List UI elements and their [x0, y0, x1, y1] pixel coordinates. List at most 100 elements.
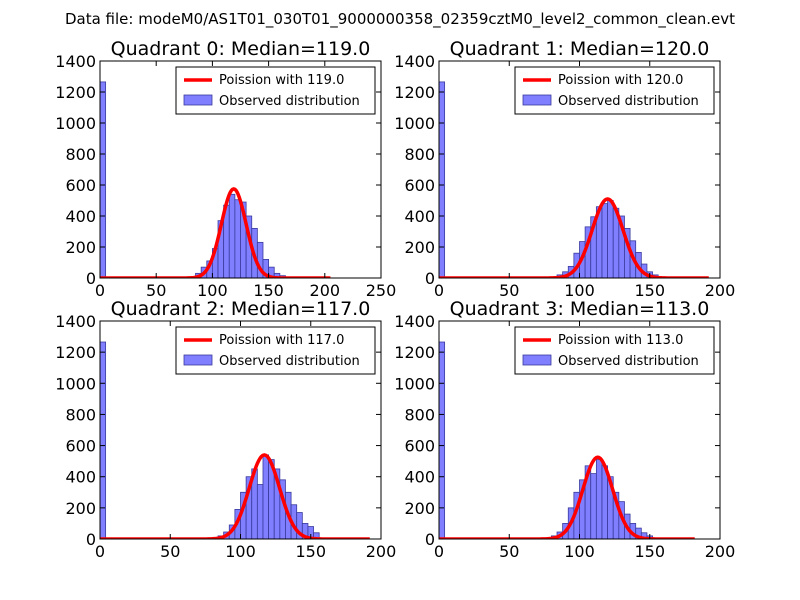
- x-tick-label: 200: [705, 542, 736, 561]
- y-tick-label: 1400: [394, 312, 435, 331]
- histogram-bar: [234, 199, 241, 278]
- x-tick-label: 50: [160, 542, 180, 561]
- quadrant-title: Quadrant 3: Median=113.0: [450, 298, 710, 320]
- y-tick-label: 1000: [55, 114, 96, 133]
- histogram-bar: [262, 454, 270, 539]
- legend-box: [514, 326, 715, 375]
- x-tick-label: 50: [499, 281, 519, 300]
- histogram-bars: [100, 81, 292, 278]
- y-tick-label: 1000: [394, 114, 435, 133]
- y-tick-label: 800: [65, 405, 96, 424]
- legend: Poission with 113.0 Observed distribution: [514, 326, 715, 375]
- x-tick-label: 150: [295, 542, 326, 561]
- legend-box: [514, 66, 715, 115]
- x-tick-label: 100: [564, 542, 595, 561]
- y-tick-label: 1200: [55, 343, 96, 362]
- y-tick-label: 400: [65, 207, 96, 226]
- legend-box: [175, 66, 376, 115]
- y-tick-label: 0: [425, 530, 435, 549]
- legend-line-label: Poission with 113.0: [558, 333, 683, 348]
- poisson-fit-line: [100, 453, 371, 539]
- y-tick-label: 1400: [55, 52, 96, 71]
- poisson-fit-line: [439, 455, 696, 539]
- legend-line-label: Poission with 120.0: [558, 73, 683, 88]
- legend: Poission with 120.0 Observed distribution: [514, 66, 715, 115]
- x-tick-label: 200: [705, 281, 736, 300]
- histogram-bar: [228, 193, 236, 278]
- x-tick-label: 250: [366, 281, 397, 300]
- x-tick-label: 0: [95, 542, 105, 561]
- quadrant-2-chart: Quadrant 2: Median=117.0 0 50 100 150 200 0 200…: [55, 298, 396, 561]
- x-tick-label: 150: [634, 542, 665, 561]
- x-tick-label: 150: [253, 281, 284, 300]
- legend-box: [175, 326, 376, 375]
- histogram-bar: [439, 81, 446, 278]
- legend: Poission with 119.0 Observed distribution: [175, 66, 376, 115]
- y-tick-label: 800: [404, 405, 435, 424]
- legend-bar-swatch: [522, 354, 552, 366]
- y-tick-label: 800: [404, 145, 435, 164]
- legend-bar-label: Observed distribution: [558, 354, 699, 369]
- x-tick-label: 0: [434, 542, 444, 561]
- quadrant-title: Quadrant 1: Median=120.0: [450, 38, 710, 60]
- y-tick-label: 400: [404, 207, 435, 226]
- y-tick-label: 400: [404, 468, 435, 487]
- y-tick-label: 800: [65, 145, 96, 164]
- axes-frame: [99, 60, 382, 279]
- y-tick-label: 0: [86, 269, 96, 288]
- x-tick-label: 100: [564, 281, 595, 300]
- y-tick-label: 600: [404, 437, 435, 456]
- y-tick-label: 1000: [55, 374, 96, 393]
- histogram-bar: [607, 200, 614, 278]
- histogram-bar: [256, 484, 264, 539]
- figure-title: Data file: modeM0/AS1T01_030T01_90000003…: [65, 10, 735, 29]
- x-tick-label: 50: [146, 281, 166, 300]
- y-tick-label: 0: [86, 530, 96, 549]
- histogram-bar: [601, 465, 608, 539]
- y-tick-label: 200: [404, 499, 435, 518]
- poisson-fit-line: [100, 187, 332, 278]
- legend-bar-swatch: [183, 94, 213, 106]
- quadrant-0-chart: Quadrant 0: Median=119.0 0 50 100 150 200 250 0…: [55, 38, 396, 300]
- x-tick-label: 0: [95, 281, 105, 300]
- x-tick-label: 50: [499, 542, 519, 561]
- legend-bar-swatch: [183, 354, 213, 366]
- y-tick-label: 1200: [394, 83, 435, 102]
- y-tick-label: 1000: [394, 374, 435, 393]
- legend-bar-label: Observed distribution: [558, 94, 699, 109]
- histogram-bar: [100, 341, 107, 539]
- x-tick-label: 100: [225, 542, 256, 561]
- y-tick-label: 1400: [55, 312, 96, 331]
- y-tick-label: 200: [65, 238, 96, 257]
- y-tick-label: 1200: [55, 83, 96, 102]
- y-tick-label: 600: [404, 176, 435, 195]
- quadrant-3-chart: Quadrant 3: Median=113.0 0 50 100 150 200 0 200…: [394, 298, 735, 561]
- histogram-bar: [439, 341, 446, 539]
- quadrant-title: Quadrant 2: Median=117.0: [111, 298, 371, 320]
- y-tick-label: 400: [65, 468, 96, 487]
- histogram-bar: [100, 81, 107, 278]
- legend-bar-label: Observed distribution: [219, 94, 360, 109]
- y-tick-label: 1200: [394, 343, 435, 362]
- legend-line-label: Poission with 119.0: [219, 73, 344, 88]
- y-tick-label: 600: [65, 176, 96, 195]
- histogram-bar: [595, 459, 603, 539]
- y-tick-label: 600: [65, 437, 96, 456]
- y-tick-label: 200: [65, 499, 96, 518]
- y-tick-label: 200: [404, 238, 435, 257]
- x-tick-label: 150: [634, 281, 665, 300]
- legend-bar-label: Observed distribution: [219, 354, 360, 369]
- x-tick-label: 100: [197, 281, 228, 300]
- legend-bar-swatch: [522, 94, 552, 106]
- y-tick-label: 1400: [394, 52, 435, 71]
- quadrant-1-chart: Quadrant 1: Median=120.0 0 50 100 150 200 0 200…: [394, 38, 735, 300]
- histogram-bar: [601, 203, 608, 278]
- legend: Poission with 117.0 Observed distribution: [175, 326, 376, 375]
- x-tick-label: 200: [310, 281, 341, 300]
- legend-line-label: Poission with 117.0: [219, 333, 344, 348]
- x-tick-label: 200: [366, 542, 397, 561]
- x-tick-label: 0: [434, 281, 444, 300]
- quadrant-title: Quadrant 0: Median=119.0: [111, 38, 371, 60]
- histogram-bar: [590, 473, 597, 539]
